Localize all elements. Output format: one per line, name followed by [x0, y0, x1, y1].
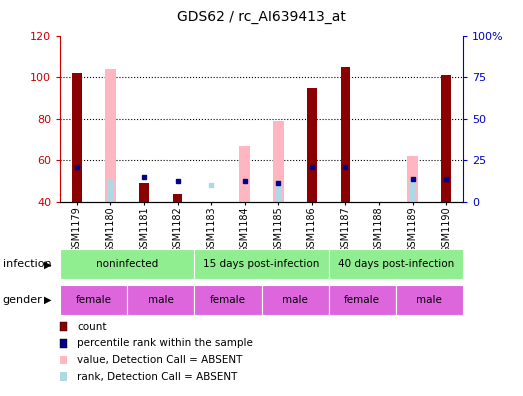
Text: 40 days post-infection: 40 days post-infection	[338, 259, 454, 269]
Bar	[273, 121, 283, 202]
Text: value, Detection Call = ABSENT: value, Detection Call = ABSENT	[77, 355, 243, 365]
Bar	[72, 73, 82, 202]
Text: count: count	[77, 322, 107, 332]
Text: ▶: ▶	[44, 295, 52, 305]
Text: female: female	[76, 295, 112, 305]
Bar	[276, 181, 281, 202]
Bar	[396, 285, 463, 315]
Bar	[195, 249, 328, 279]
Bar	[328, 249, 463, 279]
Text: GDS62 / rc_AI639413_at: GDS62 / rc_AI639413_at	[177, 10, 346, 24]
Text: male: male	[416, 295, 442, 305]
Text: female: female	[210, 295, 246, 305]
Bar	[60, 249, 195, 279]
Text: male: male	[148, 295, 174, 305]
Text: female: female	[344, 295, 380, 305]
Text: 15 days post-infection: 15 days post-infection	[203, 259, 320, 269]
Bar	[127, 285, 195, 315]
Text: male: male	[282, 295, 308, 305]
Bar	[441, 75, 451, 202]
Bar	[262, 285, 328, 315]
Text: gender: gender	[3, 295, 42, 305]
Bar	[328, 285, 396, 315]
Bar	[195, 285, 262, 315]
Bar	[60, 285, 127, 315]
Bar	[108, 179, 113, 202]
Text: ▶: ▶	[44, 259, 52, 269]
Text: infection: infection	[3, 259, 51, 269]
Bar	[240, 146, 250, 202]
Bar	[139, 183, 149, 202]
Bar	[307, 88, 316, 202]
Text: noninfected: noninfected	[96, 259, 158, 269]
Bar	[173, 194, 183, 202]
Text: percentile rank within the sample: percentile rank within the sample	[77, 338, 253, 348]
Bar	[105, 69, 116, 202]
Bar	[407, 156, 418, 202]
Bar	[340, 67, 350, 202]
Bar	[410, 179, 415, 202]
Text: rank, Detection Call = ABSENT: rank, Detection Call = ABSENT	[77, 371, 238, 382]
